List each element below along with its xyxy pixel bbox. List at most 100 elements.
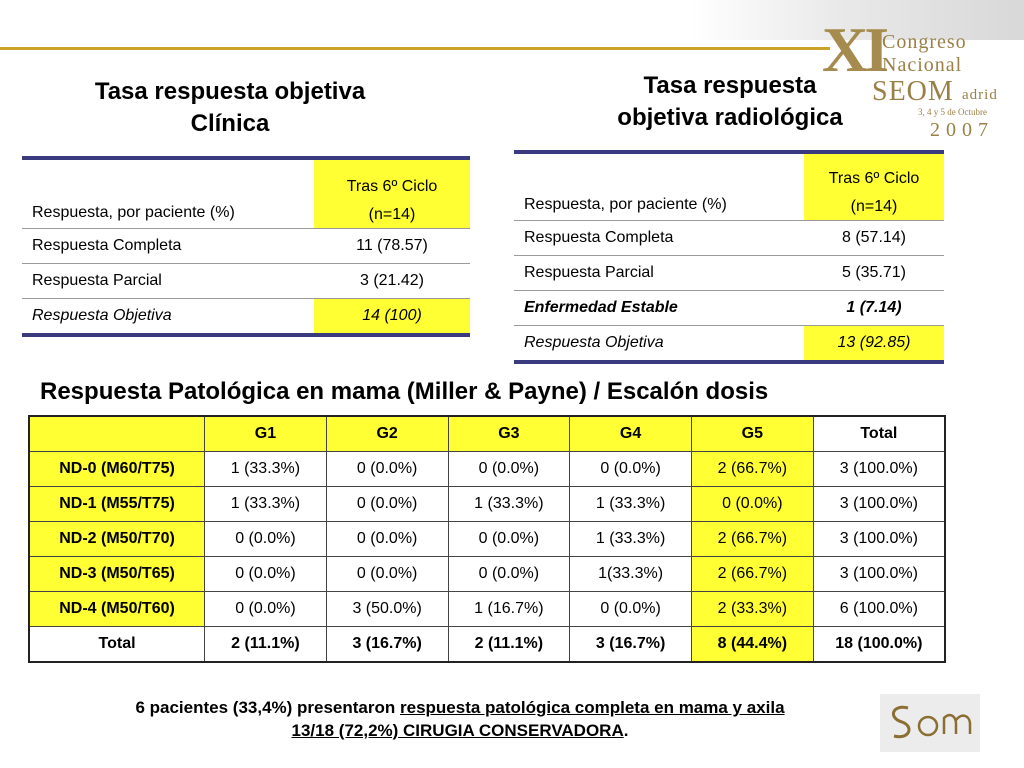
clinica-table-topbar xyxy=(22,156,470,160)
patologica-table: G1 G2 G3 G4 G5 Total ND-0 (M60/T75) 1 (3… xyxy=(28,415,946,663)
cell: 0 (0.0%) xyxy=(447,451,571,487)
table-row: Respuesta Parcial 3 (21.42) xyxy=(22,263,470,299)
cell: 0 (0.0%) xyxy=(325,521,449,557)
clinica-table-bottombar xyxy=(22,333,470,337)
cell: 2 (11.1%) xyxy=(447,626,571,663)
radiologica-title-line2: objetiva radiológica xyxy=(617,104,843,131)
row-value: 13 (92.85) xyxy=(804,325,944,360)
cell: 3 (100.0%) xyxy=(812,556,946,592)
cell: 0 (0.0%) xyxy=(325,486,449,522)
congress-logo-org: SEOM xyxy=(872,78,954,106)
cell: 0 (0.0%) xyxy=(325,556,449,592)
column-header: G5 xyxy=(690,415,814,452)
cell: 18 (100.0%) xyxy=(812,626,946,663)
radiologica-title-line1: Tasa respuesta xyxy=(643,72,817,99)
radiologica-table-bottombar xyxy=(514,360,944,364)
cell: 6 (100.0%) xyxy=(812,591,946,627)
cell: 1(33.3%) xyxy=(569,556,692,592)
radiologica-header-label: Respuesta, por paciente (%) xyxy=(514,154,804,221)
table-row: ND-3 (M50/T65) 0 (0.0%) 0 (0.0%) 0 (0.0%… xyxy=(28,556,946,592)
cell: 3 (16.7%) xyxy=(325,626,449,663)
clinica-table: Respuesta, por paciente (%) Tras 6º Cicl… xyxy=(22,160,470,333)
seom-logo-icon xyxy=(880,694,980,752)
congress-logo-year: 2007 xyxy=(930,119,994,141)
footer-line2: 13/18 (72,2%) CIRUGIA CONSERVADORA. xyxy=(40,719,880,742)
clinica-header-col2: (n=14) xyxy=(368,206,416,223)
cell: 3 (100.0%) xyxy=(812,486,946,522)
row-header: ND-4 (M50/T60) xyxy=(28,591,206,627)
row-label: Enfermedad Estable xyxy=(514,290,804,326)
radiologica-header-col1: Tras 6º Ciclo xyxy=(828,170,920,187)
cell: 2 (66.7%) xyxy=(690,556,814,592)
row-label: Respuesta Parcial xyxy=(514,255,804,291)
table-row: ND-4 (M50/T60) 0 (0.0%) 3 (50.0%) 1 (16.… xyxy=(28,591,946,627)
row-value: 5 (35.71) xyxy=(804,255,944,291)
patologica-title: Respuesta Patológica en mama (Miller & P… xyxy=(40,378,769,405)
clinica-title-line1: Tasa respuesta objetiva xyxy=(94,78,366,105)
radiologica-header-row: Respuesta, por paciente (%) Tras 6º Cicl… xyxy=(514,154,944,221)
row-header: Total xyxy=(28,626,206,663)
cell: 2 (66.7%) xyxy=(690,521,814,557)
table-row: Respuesta Completa 8 (57.14) xyxy=(514,220,944,256)
header-corner xyxy=(28,415,206,452)
cell: 0 (0.0%) xyxy=(569,591,692,627)
radiologica-header-value: Tras 6º Ciclo (n=14) xyxy=(804,154,944,221)
table-row: Respuesta Objetiva 14 (100) xyxy=(22,298,470,333)
column-header: G1 xyxy=(204,415,327,452)
cell: 3 (16.7%) xyxy=(569,626,692,663)
row-value: 3 (21.42) xyxy=(314,263,470,299)
radiologica-header-col2: (n=14) xyxy=(850,198,898,215)
column-header: G4 xyxy=(569,415,692,452)
footer-line1-plain: 6 pacientes (33,4%) presentaron xyxy=(135,698,400,717)
clinica-title-line2: Clínica xyxy=(190,110,270,137)
row-value: 14 (100) xyxy=(314,298,470,333)
table-row: Respuesta Parcial 5 (35.71) xyxy=(514,255,944,291)
table-row: ND-0 (M60/T75) 1 (33.3%) 0 (0.0%) 0 (0.0… xyxy=(28,451,946,487)
clinica-header-row: Respuesta, por paciente (%) Tras 6º Cicl… xyxy=(22,160,470,229)
cell: 0 (0.0%) xyxy=(325,451,449,487)
row-value: 11 (78.57) xyxy=(314,228,470,264)
row-label: Respuesta Objetiva xyxy=(524,334,664,351)
congress-logo-city: adrid xyxy=(962,87,998,103)
cell: 1 (33.3%) xyxy=(204,486,327,522)
cell: 3 (50.0%) xyxy=(325,591,449,627)
table-row-total: Total 2 (11.1%) 3 (16.7%) 2 (11.1%) 3 (1… xyxy=(28,626,946,663)
clinica-table-wrap: Respuesta, por paciente (%) Tras 6º Cicl… xyxy=(22,156,470,337)
table-row: ND-2 (M50/T70) 0 (0.0%) 0 (0.0%) 0 (0.0%… xyxy=(28,521,946,557)
radiologica-title: Tasa respuesta objetiva radiológica xyxy=(560,70,900,134)
clinica-title: Tasa respuesta objetiva Clínica xyxy=(40,76,420,140)
footer-line1-underlined: respuesta patológica completa en mama y … xyxy=(400,698,785,717)
radiologica-table: Respuesta, por paciente (%) Tras 6º Cicl… xyxy=(514,154,944,360)
row-label: Respuesta Objetiva xyxy=(32,307,172,324)
row-label: Respuesta Completa xyxy=(514,220,804,256)
radiologica-table-topbar xyxy=(514,150,944,154)
clinica-header-label: Respuesta, por paciente (%) xyxy=(22,160,314,229)
cell: 2 (66.7%) xyxy=(690,451,814,487)
table-row: Respuesta Objetiva 13 (92.85) xyxy=(514,325,944,360)
header-rule xyxy=(0,47,830,50)
row-header: ND-1 (M55/T75) xyxy=(28,486,206,522)
cell: 0 (0.0%) xyxy=(569,451,692,487)
column-header: G2 xyxy=(325,415,449,452)
row-header: ND-3 (M50/T65) xyxy=(28,556,206,592)
footer-line2-end: . xyxy=(623,721,629,740)
cell: 0 (0.0%) xyxy=(447,521,571,557)
cell: 0 (0.0%) xyxy=(690,486,814,522)
clinica-header-value: Tras 6º Ciclo (n=14) xyxy=(314,160,470,229)
column-header: G3 xyxy=(447,415,571,452)
row-label: Respuesta Completa xyxy=(22,228,314,264)
row-header: ND-2 (M50/T70) xyxy=(28,521,206,557)
cell: 1 (33.3%) xyxy=(204,451,327,487)
seom-text: SEOM xyxy=(872,76,954,107)
cell: 3 (100.0%) xyxy=(812,451,946,487)
cell: 1 (33.3%) xyxy=(447,486,571,522)
footer-note: 6 pacientes (33,4%) presentaron respuest… xyxy=(40,696,880,742)
cell: 0 (0.0%) xyxy=(204,591,327,627)
patologica-header-row: G1 G2 G3 G4 G5 Total xyxy=(28,415,946,452)
logo-background xyxy=(690,0,1024,40)
radiologica-table-wrap: Respuesta, por paciente (%) Tras 6º Cicl… xyxy=(514,150,944,364)
row-header: ND-0 (M60/T75) xyxy=(28,451,206,487)
row-label: Respuesta Parcial xyxy=(22,263,314,299)
footer-line2-underlined: 13/18 (72,2%) CIRUGIA CONSERVADORA xyxy=(291,721,624,740)
congress-logo-roman: XI xyxy=(822,14,889,85)
